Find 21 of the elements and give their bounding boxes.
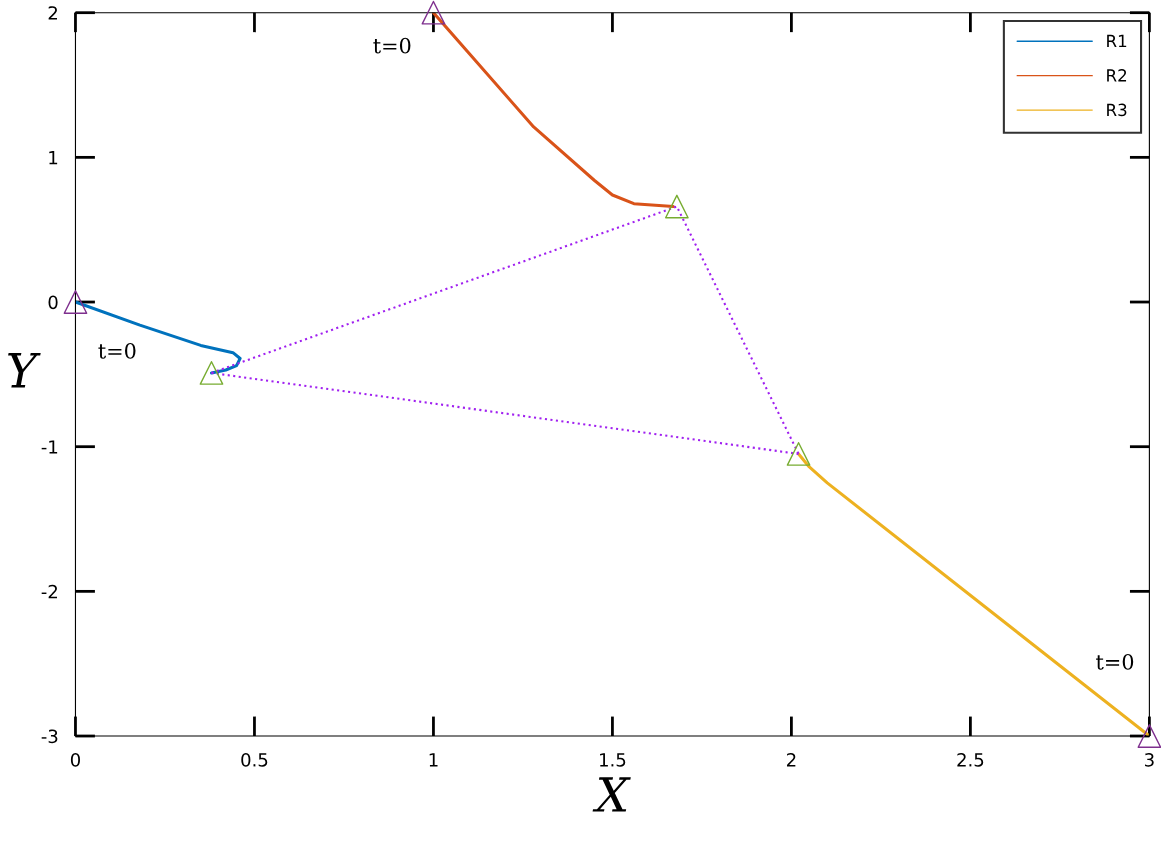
legend-label: R1 — [1107, 34, 1127, 48]
annotation: t=0 — [1096, 653, 1134, 670]
legend-label: R3 — [1107, 103, 1127, 117]
y-tick-label: -1 — [41, 440, 58, 454]
annotation: t=0 — [98, 342, 136, 359]
x-axis-title: X — [592, 777, 631, 812]
x-tick-label: 0.5 — [241, 753, 268, 767]
x-tick-label: 3 — [1145, 753, 1154, 767]
y-tick-label: -3 — [41, 729, 58, 744]
y-tick-label: 1 — [49, 151, 58, 165]
x-tick-label: 1 — [429, 753, 438, 767]
y-axis-title: Y — [8, 352, 41, 388]
x-tick-label: 1.5 — [600, 753, 626, 767]
x-tick-label: 2 — [786, 753, 796, 767]
y-tick-label: 0 — [48, 295, 58, 310]
y-tick-label: -2 — [41, 584, 57, 599]
annotation: t=0 — [373, 37, 411, 54]
legend-label: R2 — [1107, 69, 1127, 82]
y-tick-label: 2 — [48, 6, 57, 20]
x-tick-label: 2.5 — [957, 753, 984, 767]
x-tick-label: 0 — [70, 753, 81, 767]
